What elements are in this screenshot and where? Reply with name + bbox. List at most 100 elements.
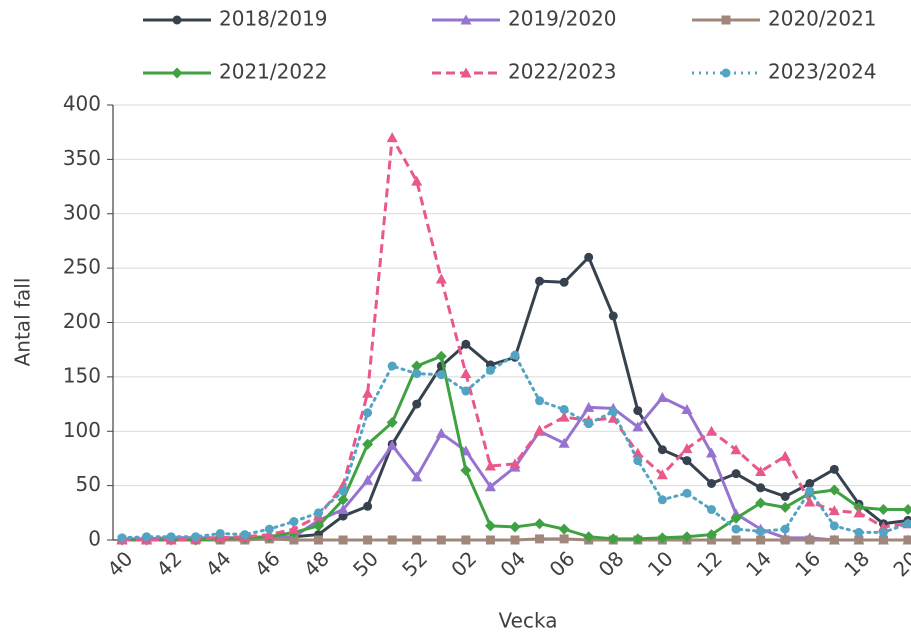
- data-point: [779, 501, 791, 513]
- data-point: [558, 523, 570, 535]
- data-point: [435, 427, 447, 438]
- data-point: [633, 406, 643, 416]
- data-point: [435, 350, 447, 362]
- data-point: [878, 535, 888, 545]
- data-point: [559, 277, 569, 287]
- data-point: [363, 501, 373, 511]
- x-tick-label: 20: [888, 546, 911, 581]
- data-point: [484, 481, 496, 492]
- data-point: [731, 535, 741, 545]
- y-tick-label: 300: [63, 200, 101, 224]
- data-point: [240, 530, 250, 540]
- data-point: [363, 535, 373, 545]
- data-point: [559, 534, 569, 544]
- data-point: [485, 365, 495, 375]
- data-point: [436, 535, 446, 545]
- data-point: [338, 535, 348, 545]
- x-tick-label: 18: [839, 546, 874, 581]
- data-point: [363, 408, 373, 418]
- x-tick-label: 52: [397, 546, 432, 581]
- x-tick-label: 40: [102, 546, 137, 581]
- data-point: [730, 444, 742, 455]
- data-point: [805, 478, 815, 488]
- data-point: [657, 495, 667, 505]
- data-point: [682, 488, 692, 498]
- x-tick-label: 14: [741, 546, 776, 581]
- series-line: [122, 136, 909, 542]
- data-point: [191, 532, 201, 542]
- y-tick-label: 400: [63, 92, 101, 116]
- data-point: [903, 519, 911, 529]
- data-point: [387, 535, 397, 545]
- data-point: [681, 443, 693, 454]
- data-point: [656, 392, 668, 403]
- data-point: [314, 508, 323, 518]
- data-point: [755, 465, 767, 476]
- data-point: [707, 505, 716, 515]
- data-point: [117, 533, 127, 543]
- legend-label: 2018/2019: [219, 7, 328, 31]
- data-point: [460, 368, 472, 379]
- legend-label: 2019/2020: [508, 7, 617, 31]
- data-point: [707, 478, 716, 488]
- data-point: [902, 504, 911, 516]
- data-point: [731, 469, 741, 479]
- x-tick-label: 08: [594, 546, 629, 581]
- x-tick-label: 10: [643, 546, 678, 581]
- data-point: [608, 407, 618, 417]
- data-point: [215, 528, 225, 538]
- x-tick-label: 12: [692, 546, 727, 581]
- series-line: [121, 255, 909, 542]
- data-point: [682, 456, 692, 466]
- data-point: [288, 523, 300, 534]
- series-line: [122, 354, 908, 542]
- data-point: [828, 484, 840, 496]
- series-line: [120, 353, 910, 540]
- legend-marker: [721, 15, 731, 25]
- data-point: [436, 370, 446, 380]
- y-tick-label: 150: [63, 363, 101, 387]
- data-point: [313, 520, 324, 532]
- data-point: [756, 526, 766, 536]
- data-point: [584, 419, 594, 429]
- data-point: [681, 531, 693, 543]
- data-point: [706, 425, 717, 436]
- y-tick-label: 200: [63, 309, 101, 333]
- data-point: [780, 524, 790, 534]
- legend-label: 2022/2023: [508, 60, 617, 84]
- data-point: [535, 534, 545, 544]
- data-point: [805, 535, 815, 545]
- data-point: [435, 273, 447, 284]
- data-point: [411, 360, 423, 372]
- legend-marker: [172, 15, 182, 25]
- data-point: [338, 486, 348, 496]
- y-tick-label: 50: [76, 472, 101, 496]
- data-point: [509, 458, 521, 469]
- data-point: [166, 532, 176, 542]
- data-point: [386, 132, 398, 143]
- x-tick-label: 48: [299, 546, 334, 581]
- data-point: [706, 529, 717, 541]
- data-point: [730, 512, 742, 524]
- data-point: [509, 521, 521, 533]
- x-tick-label: 02: [446, 546, 481, 581]
- data-point: [289, 535, 299, 545]
- y-tick-label: 100: [63, 418, 101, 442]
- data-point: [264, 524, 274, 534]
- data-point: [681, 404, 693, 414]
- data-point: [535, 396, 545, 406]
- data-point: [656, 532, 668, 544]
- data-point: [829, 535, 839, 545]
- data-point: [706, 447, 717, 458]
- data-point: [337, 494, 349, 506]
- data-point: [805, 486, 815, 496]
- data-point: [632, 533, 644, 545]
- data-point: [558, 437, 570, 448]
- legend-marker: [721, 68, 731, 78]
- data-point: [829, 464, 839, 474]
- data-point: [756, 483, 766, 493]
- data-point: [829, 521, 839, 531]
- data-point: [387, 361, 397, 371]
- x-tick-label: 04: [495, 546, 530, 581]
